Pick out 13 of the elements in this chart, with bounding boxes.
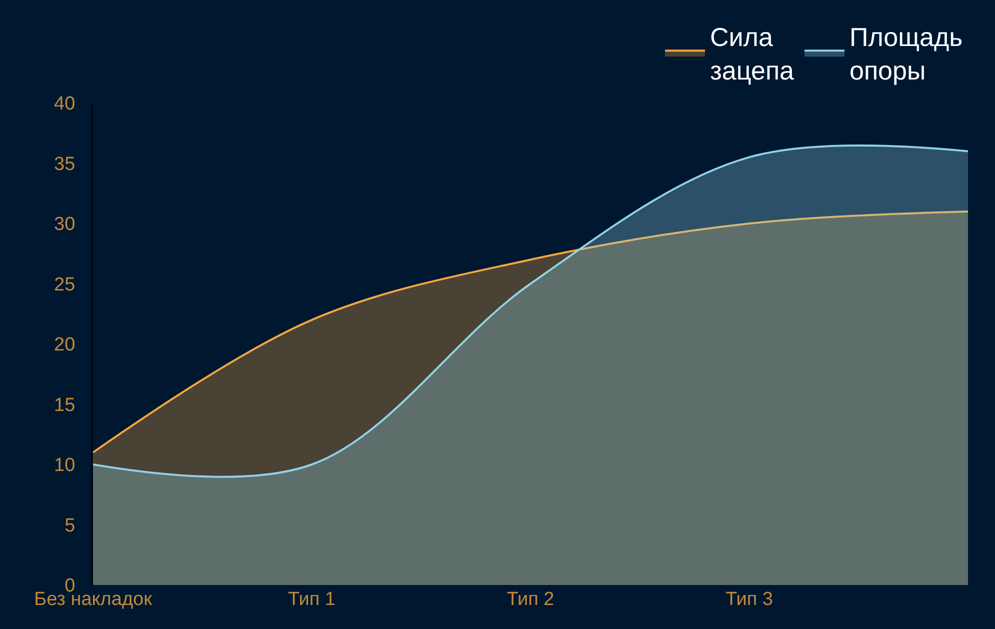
x-tick-label: Тип 2 bbox=[506, 589, 554, 610]
y-tick-label: 15 bbox=[54, 394, 76, 416]
x-tick-label: Тип 3 bbox=[725, 589, 774, 610]
y-tick-label: 10 bbox=[54, 455, 76, 476]
y-tick-label: 25 bbox=[54, 274, 76, 296]
legend-label: Площадь опоры bbox=[850, 22, 963, 86]
legend-label: Сила зацепа bbox=[710, 22, 795, 86]
y-tick-label: 30 bbox=[54, 214, 76, 236]
y-tick-label: 40 bbox=[54, 94, 76, 115]
y-tick-label: 5 bbox=[64, 515, 76, 536]
y-tick-label: 35 bbox=[54, 154, 76, 175]
y-tick-label: 20 bbox=[54, 334, 76, 356]
x-tick-label: Тип 1 bbox=[288, 589, 336, 610]
